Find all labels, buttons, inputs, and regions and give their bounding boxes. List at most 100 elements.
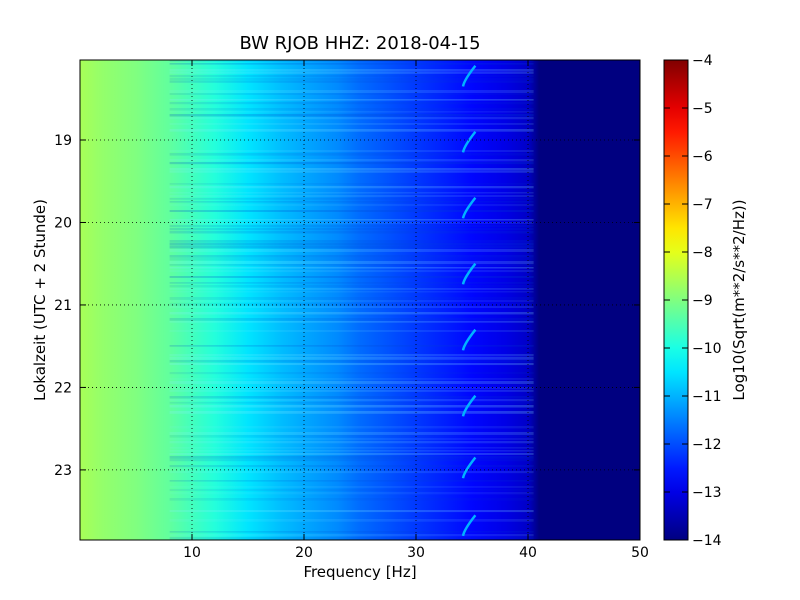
stripe <box>169 210 534 213</box>
colorbar-label: Log10(Sqrt(m**2/s**2/Hz)) <box>730 199 748 400</box>
x-axis-label: Frequency [Hz] <box>303 563 416 581</box>
stripe <box>169 411 534 414</box>
stripe <box>169 360 534 363</box>
colorbar-tick-label: −14 <box>692 533 722 549</box>
y-axis-label: Lokalzeit (UTC + 2 Stunde) <box>31 199 49 401</box>
y-tick-label: 21 <box>54 298 72 314</box>
stripe <box>169 285 534 288</box>
chart-title: BW RJOB HHZ: 2018-04-15 <box>239 33 480 54</box>
stripe <box>169 456 534 459</box>
colorbar-tick-label: −7 <box>692 197 713 213</box>
stripe <box>169 450 534 452</box>
stripe <box>169 447 534 449</box>
stripe <box>169 519 534 522</box>
stripe <box>169 225 534 228</box>
stripe <box>169 402 534 404</box>
chirp-mark <box>461 262 477 285</box>
colorbar-tick-label: −8 <box>692 245 713 261</box>
chirp-mark <box>461 130 477 153</box>
stripe <box>169 312 534 315</box>
stripe <box>169 405 534 408</box>
stripe <box>169 396 534 399</box>
stripe <box>169 201 534 203</box>
colorbar-tick-label: −11 <box>692 389 722 405</box>
stripe <box>169 159 534 162</box>
stripe <box>169 75 534 78</box>
stripe <box>169 243 534 246</box>
y-tick-label: 19 <box>54 133 72 149</box>
chirp-events <box>461 64 477 537</box>
x-tick-label: 30 <box>407 545 425 561</box>
time-stripes <box>169 60 534 540</box>
plot-frame <box>79 59 641 541</box>
plot-area <box>80 60 640 540</box>
stripe <box>169 441 534 444</box>
stripe <box>169 168 534 171</box>
stripe <box>169 183 534 185</box>
stripe <box>169 318 534 321</box>
stripe <box>169 93 534 95</box>
stripe <box>169 153 534 156</box>
stripe <box>169 378 534 380</box>
stripe <box>169 117 534 120</box>
stripe <box>169 231 534 234</box>
stripe <box>169 99 534 101</box>
stripe <box>169 537 534 540</box>
stripe <box>169 498 534 501</box>
x-tick-label: 10 <box>183 545 201 561</box>
stripe <box>169 78 534 81</box>
y-tick-label: 23 <box>54 463 72 479</box>
stripe <box>169 321 534 323</box>
stripe <box>169 372 534 375</box>
stripe <box>169 471 534 474</box>
colorbar-tick-label: −12 <box>692 437 722 453</box>
stripe <box>169 129 534 132</box>
stripe <box>169 288 534 290</box>
stripe <box>169 381 534 384</box>
stripe <box>169 300 534 303</box>
x-tick-label: 40 <box>519 545 537 561</box>
colorbar: −14 −13 −12 −11 −10 −9 −8 −7 −6 −5 −4 Log10(Sqrt(m… <box>663 53 748 549</box>
stripe <box>169 306 534 309</box>
stripe <box>169 171 534 173</box>
colorbar-ticks: −14 −13 −12 −11 −10 −9 −8 −7 −6 −5 −4 <box>664 53 722 549</box>
stripe <box>169 69 534 72</box>
x-axis: 10 20 30 40 50 <box>183 60 649 561</box>
stripe <box>169 108 534 111</box>
stripe <box>169 486 534 488</box>
chirp-mark <box>461 196 477 219</box>
stripe <box>169 303 534 306</box>
stripe <box>169 435 534 438</box>
stripe <box>169 534 534 537</box>
stripe <box>169 240 534 243</box>
stripe <box>169 261 534 264</box>
stripe <box>169 150 534 153</box>
stripe <box>169 276 534 278</box>
stripe <box>169 81 534 83</box>
stripe <box>169 222 534 224</box>
stripe <box>169 246 534 249</box>
colorbar-tick-label: −13 <box>692 485 722 501</box>
stripe <box>169 186 534 189</box>
stripe <box>169 492 534 495</box>
y-tick-label: 20 <box>54 215 72 231</box>
stripe <box>169 363 534 366</box>
stripe <box>169 480 534 482</box>
colorbar-tick-label: −9 <box>692 293 713 309</box>
stripe <box>169 459 534 462</box>
stripe <box>169 282 534 284</box>
grid-lines <box>80 60 640 540</box>
stripe <box>169 387 534 390</box>
stripe <box>169 357 534 360</box>
chirp-mark <box>461 514 477 537</box>
stripe <box>169 267 534 269</box>
chirp-mark <box>461 456 477 479</box>
stripe <box>169 198 534 200</box>
stripe <box>169 465 534 468</box>
stripe <box>169 219 534 221</box>
chirp-mark <box>461 394 477 417</box>
y-tick-label: 22 <box>54 380 72 396</box>
stripe <box>169 354 534 357</box>
stripe <box>169 510 534 513</box>
